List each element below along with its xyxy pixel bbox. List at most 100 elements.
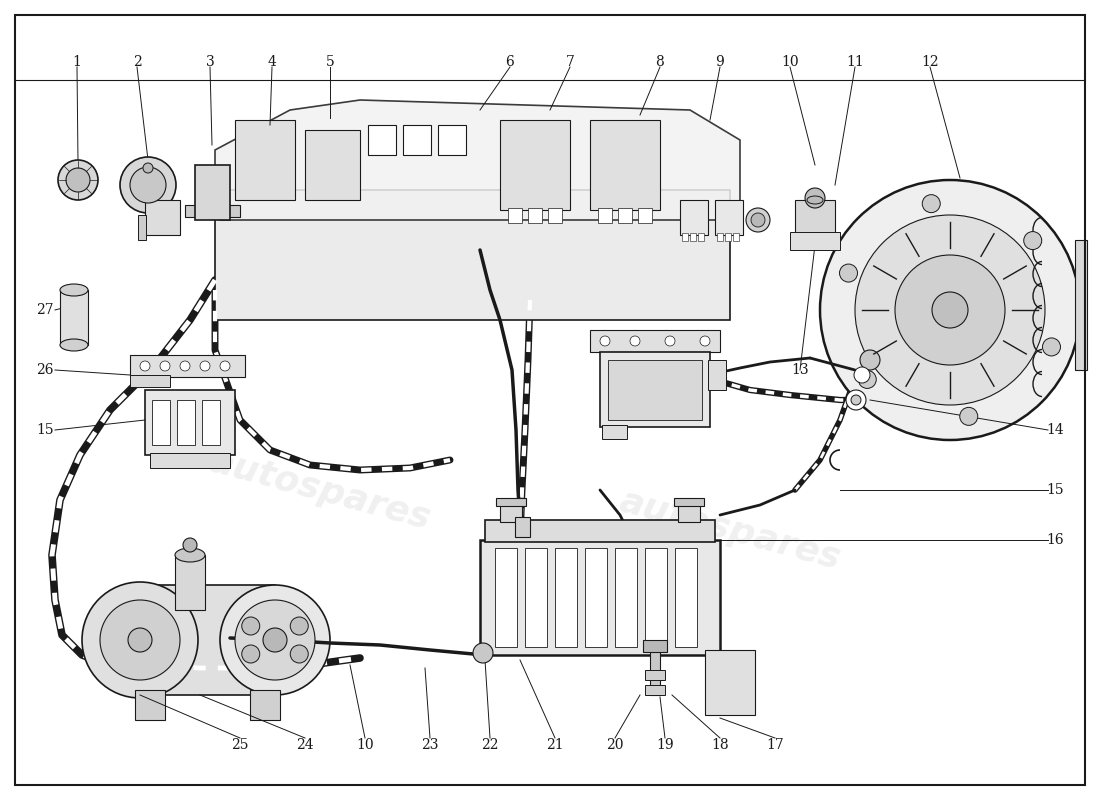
Bar: [175, 555, 205, 610]
Bar: [508, 208, 522, 223]
Bar: [500, 502, 522, 522]
Bar: [645, 685, 665, 695]
Circle shape: [666, 336, 675, 346]
Circle shape: [160, 361, 170, 371]
Circle shape: [220, 585, 330, 695]
Text: 8: 8: [656, 55, 664, 69]
Circle shape: [895, 255, 1005, 365]
Circle shape: [143, 163, 153, 173]
Circle shape: [200, 361, 210, 371]
Bar: [717, 233, 723, 241]
Bar: [235, 120, 295, 200]
Bar: [177, 400, 195, 445]
Bar: [528, 208, 542, 223]
Text: 10: 10: [781, 55, 799, 69]
Text: 9: 9: [716, 55, 725, 69]
Bar: [368, 125, 396, 155]
Text: 25: 25: [231, 738, 249, 752]
Circle shape: [82, 582, 198, 698]
Circle shape: [855, 215, 1045, 405]
Circle shape: [58, 160, 98, 200]
Bar: [678, 502, 700, 522]
Text: 10: 10: [356, 738, 374, 752]
Bar: [145, 200, 180, 235]
Bar: [250, 690, 280, 720]
Bar: [790, 232, 840, 250]
Polygon shape: [214, 100, 740, 220]
Circle shape: [140, 361, 150, 371]
Circle shape: [473, 643, 493, 663]
Bar: [485, 520, 715, 542]
Bar: [645, 548, 667, 647]
Text: 22: 22: [482, 738, 498, 752]
Text: 7: 7: [565, 55, 574, 69]
Circle shape: [290, 645, 308, 663]
Ellipse shape: [60, 284, 88, 296]
Circle shape: [860, 350, 880, 370]
Circle shape: [805, 188, 825, 208]
Text: 17: 17: [766, 738, 784, 752]
Text: autospares: autospares: [616, 484, 845, 576]
Bar: [525, 548, 547, 647]
Circle shape: [183, 538, 197, 552]
Bar: [145, 390, 235, 455]
Circle shape: [128, 628, 152, 652]
Text: 2: 2: [133, 55, 142, 69]
Text: 15: 15: [1046, 483, 1064, 497]
Circle shape: [746, 208, 770, 232]
Circle shape: [846, 390, 866, 410]
Bar: [496, 498, 526, 506]
Bar: [202, 400, 220, 445]
Circle shape: [839, 264, 858, 282]
Circle shape: [242, 617, 260, 635]
Text: 23: 23: [421, 738, 439, 752]
Bar: [135, 690, 165, 720]
Bar: [618, 208, 632, 223]
Circle shape: [263, 628, 287, 652]
Bar: [60, 290, 88, 345]
Bar: [638, 208, 652, 223]
Text: 20: 20: [606, 738, 624, 752]
Circle shape: [854, 367, 870, 383]
Bar: [698, 233, 704, 241]
Bar: [438, 125, 466, 155]
Bar: [645, 670, 665, 680]
Circle shape: [932, 292, 968, 328]
Text: 12: 12: [921, 55, 938, 69]
Bar: [725, 233, 732, 241]
Bar: [480, 540, 720, 655]
Text: 24: 24: [296, 738, 314, 752]
Bar: [548, 208, 562, 223]
Circle shape: [600, 336, 610, 346]
Text: 5: 5: [326, 55, 334, 69]
Bar: [680, 200, 708, 235]
Bar: [733, 233, 739, 241]
Circle shape: [851, 395, 861, 405]
Bar: [705, 650, 755, 715]
Circle shape: [630, 336, 640, 346]
Bar: [708, 360, 726, 390]
Bar: [615, 548, 637, 647]
Bar: [140, 585, 275, 695]
Circle shape: [700, 336, 710, 346]
Circle shape: [100, 600, 180, 680]
Bar: [138, 215, 146, 240]
Text: 1: 1: [73, 55, 81, 69]
Bar: [556, 548, 578, 647]
Circle shape: [1043, 338, 1060, 356]
Bar: [644, 640, 667, 652]
Bar: [130, 375, 170, 387]
Text: 4: 4: [267, 55, 276, 69]
Bar: [185, 205, 240, 217]
Bar: [515, 517, 530, 537]
Text: autospares: autospares: [206, 444, 434, 536]
Text: 27: 27: [36, 303, 54, 317]
Bar: [715, 200, 742, 235]
Circle shape: [858, 370, 877, 389]
Text: 16: 16: [1046, 533, 1064, 547]
Bar: [608, 360, 702, 420]
Bar: [674, 498, 704, 506]
Bar: [214, 190, 730, 320]
Bar: [500, 120, 570, 210]
Text: 21: 21: [547, 738, 564, 752]
